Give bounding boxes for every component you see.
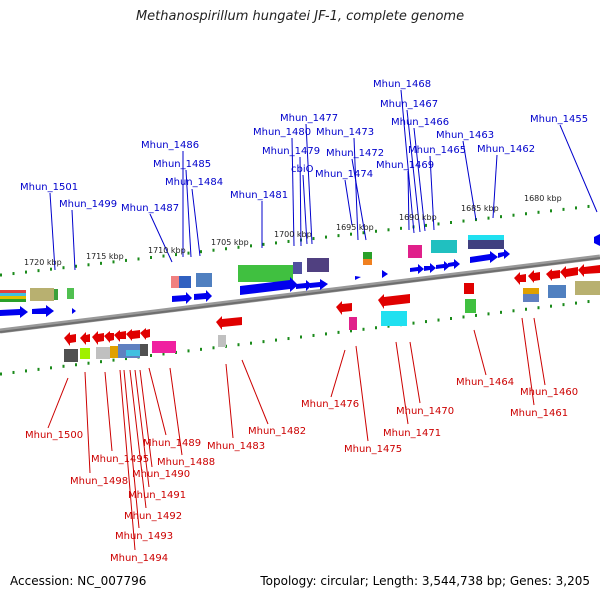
gene-label: Mhun_1500 [25,430,83,441]
kbp-label: 1690 kbp [399,213,437,222]
gene-label: Mhun_1495 [91,454,149,465]
gene-label: Mhun_1499 [59,199,117,210]
gene-label: Mhun_1490 [132,469,190,480]
gene-label: Mhun_1498 [70,476,128,487]
gene-label: Mhun_1464 [456,377,514,388]
gene-label: Mhun_1469 [376,160,434,171]
gene-label: Mhun_1486 [141,140,199,151]
topology-summary: Topology: circular; Length: 3,544,738 bp… [260,574,590,588]
gene-label: Mhun_1475 [344,444,402,455]
gene-label: Mhun_1483 [207,441,265,452]
gene-label: Mhun_1487 [121,203,179,214]
gene-label: Mhun_1460 [520,387,578,398]
kbp-label: 1705 kbp [211,238,249,247]
gene-label: Mhun_1493 [115,531,173,542]
leader-lines [47,89,598,551]
gene-label: Mhun_1485 [153,159,211,170]
gene-label: Mhun_1480 [253,127,311,138]
ruler-dots [0,204,590,376]
map-title: Methanospirillum hungatei JF-1, complete… [135,9,465,24]
gene-label: Mhun_1488 [157,457,215,468]
kbp-label: 1700 kbp [274,230,312,239]
gene-labels: Mhun_1501 Mhun_1499 Mhun_1487 Mhun_1486 … [20,79,588,564]
gene-label: cbiO [291,164,314,175]
gene-label: Mhun_1461 [510,408,568,419]
kbp-labels: 1720 kbp 1715 kbp 1710 kbp 1705 kbp 1700… [24,194,562,267]
kbp-label: 1720 kbp [24,258,62,267]
gene-label: Mhun_1489 [143,438,201,449]
gene-label: Mhun_1482 [248,426,306,437]
accession-text: Accession: NC_007796 [10,574,147,588]
kbp-label: 1680 kbp [524,194,562,203]
kbp-label: 1710 kbp [148,246,186,255]
gene-label: Mhun_1472 [326,148,384,159]
gene-label: Mhun_1477 [280,113,338,124]
kbp-label: 1685 kbp [461,204,499,213]
kbp-label: 1715 kbp [86,252,124,261]
gene-label: Mhun_1479 [262,146,320,157]
gene-label: Mhun_1476 [301,399,359,410]
kbp-label: 1695 kbp [336,223,374,232]
gene-label: Mhun_1491 [128,490,186,501]
gene-label: Mhun_1481 [230,190,288,201]
gene-label: Mhun_1501 [20,182,78,193]
reverse-track-features [64,264,600,362]
gene-label: Mhun_1455 [530,114,588,125]
gene-label: Mhun_1473 [316,127,374,138]
gene-label: Mhun_1484 [165,177,223,188]
gene-label: Mhun_1471 [383,428,441,439]
gene-label: Mhun_1468 [373,79,431,90]
gene-label: Mhun_1465 [408,145,466,156]
gene-label: Mhun_1462 [477,144,535,155]
gene-label: Mhun_1470 [396,406,454,417]
gene-label: Mhun_1492 [124,511,182,522]
gene-label: Mhun_1467 [380,99,438,110]
gene-label: Mhun_1463 [436,130,494,141]
forward-track-features [0,234,600,318]
gene-label: Mhun_1474 [315,169,373,180]
gene-label: Mhun_1466 [391,117,449,128]
gene-label: Mhun_1494 [110,553,168,564]
genome-backbone [0,254,600,334]
